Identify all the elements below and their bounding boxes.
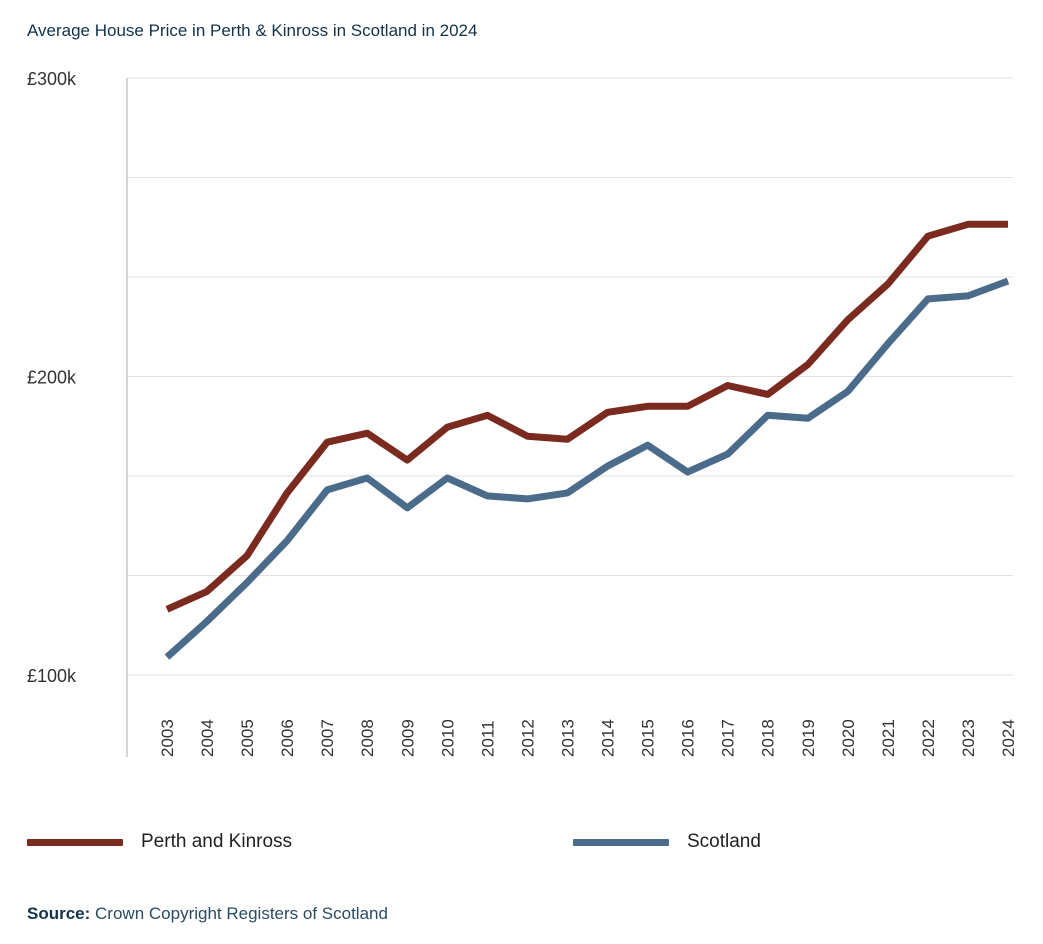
x-tick-label: 2016 [679, 719, 698, 757]
y-tick-label: £200k [27, 368, 77, 388]
legend-item-perth: Perth and Kinross [27, 831, 292, 853]
x-tick-label: 2019 [799, 719, 818, 757]
y-tick-labels: £100k £200k £300k [27, 69, 77, 686]
x-tick-label: 2013 [558, 719, 577, 757]
x-tick-label: 2003 [158, 719, 177, 757]
source-label: Source: [27, 904, 91, 923]
x-tick-label: 2015 [639, 719, 658, 757]
y-tick-label: £300k [27, 69, 77, 89]
x-tick-label: 2010 [438, 719, 457, 757]
series-line-perth-and-kinross [165, 220, 1008, 613]
x-tick-label: 2008 [358, 719, 377, 757]
y-tick-label: £100k [27, 666, 77, 686]
x-tick-label: 2011 [478, 720, 497, 757]
chart-title: Average House Price in Perth & Kinross i… [27, 21, 478, 40]
x-tick-label: 2017 [719, 719, 738, 757]
legend-label-scotland: Scotland [687, 831, 761, 852]
x-tick-labels: 2003 2004 2005 2006 2007 2008 2009 2010 2011 2012… [158, 719, 1018, 757]
x-tick-label: 2023 [959, 719, 978, 757]
x-tick-label: 2009 [398, 719, 417, 757]
x-tick-label: 2024 [999, 719, 1018, 757]
legend-swatch-perth [27, 838, 123, 846]
x-tick-label: 2007 [318, 719, 337, 757]
x-tick-label: 2012 [518, 719, 537, 757]
x-tick-label: 2004 [198, 719, 217, 757]
x-tick-label: 2018 [759, 719, 778, 757]
x-tick-label: 2014 [599, 719, 618, 757]
legend-item-scotland: Scotland [573, 831, 761, 853]
x-tick-label: 2005 [238, 719, 257, 757]
x-tick-label: 2022 [919, 719, 938, 757]
x-tick-label: 2020 [839, 719, 858, 757]
series-line-scotland [164, 277, 1010, 660]
legend-label-perth: Perth and Kinross [141, 831, 293, 852]
source-text: Crown Copyright Registers of Scotland [95, 904, 388, 923]
x-tick-label: 2021 [879, 719, 898, 757]
legend-swatch-scotland [573, 838, 669, 846]
series-lines [164, 220, 1010, 660]
gridlines [127, 77, 1013, 676]
x-tick-label: 2006 [278, 719, 297, 757]
source-note: Source: Crown Copyright Registers of Sco… [27, 904, 388, 924]
